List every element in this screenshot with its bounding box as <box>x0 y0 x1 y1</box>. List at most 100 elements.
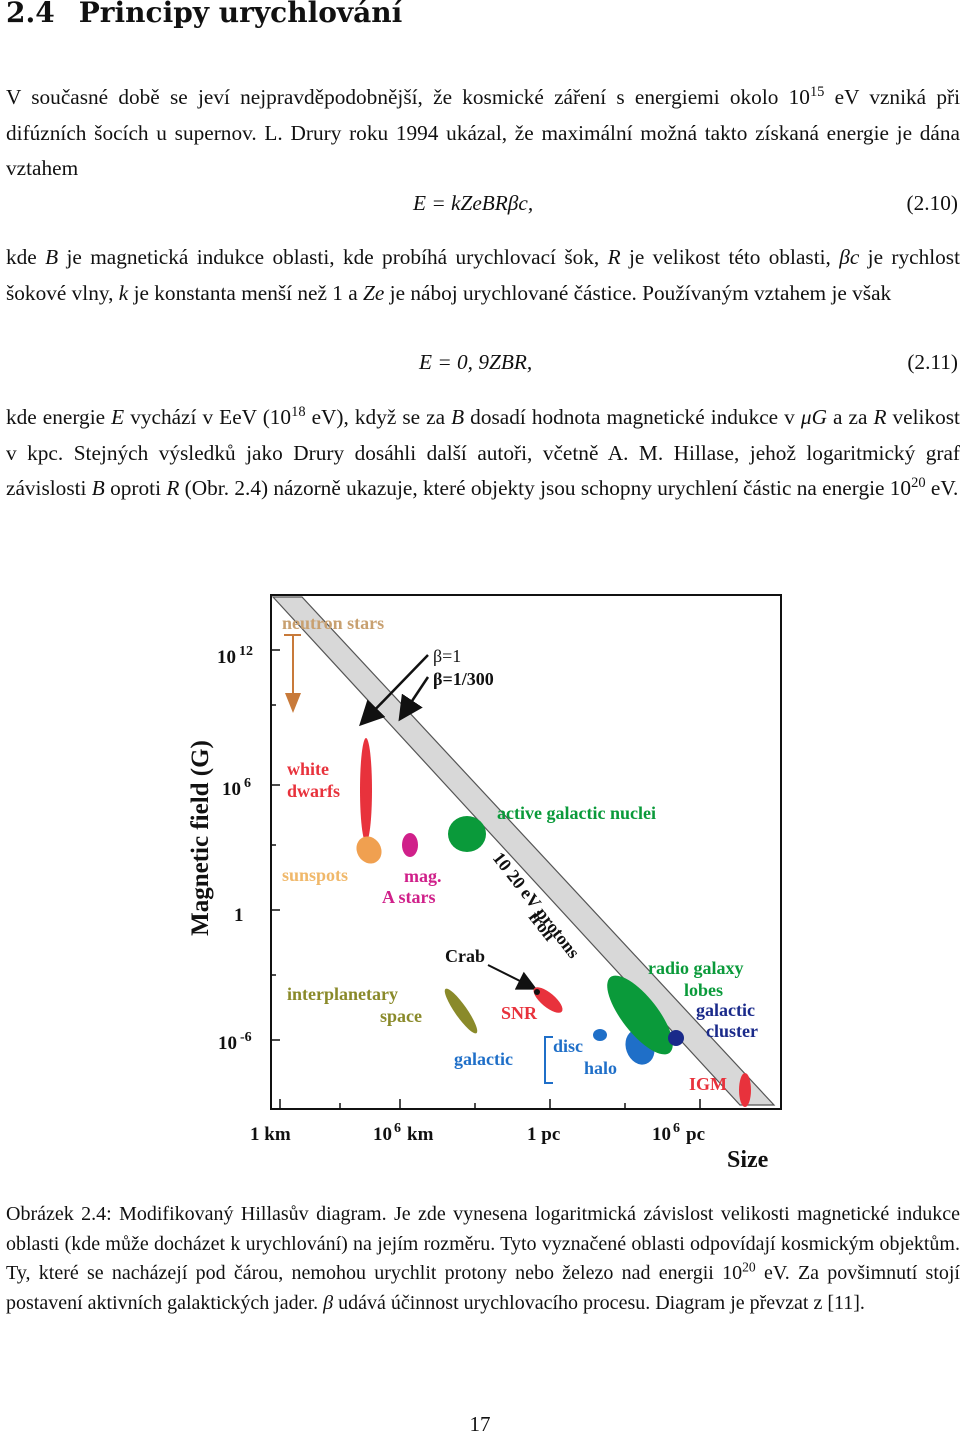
hillas-diagram: Magnetic field (G) 10 12 10 6 1 10 -6 1 km … <box>187 594 782 1173</box>
x-tick: 10 <box>652 1124 671 1145</box>
superscript: 20 <box>742 1259 756 1275</box>
math: B <box>45 245 59 269</box>
text: V současné době se jeví nejpravděpodobně… <box>6 85 810 109</box>
superscript: 18 <box>291 404 306 421</box>
page-number: 17 <box>469 1412 491 1436</box>
equation-number: (2.11) <box>907 350 958 374</box>
label-radio-galaxy: radio galaxy <box>648 958 744 978</box>
text: je magnetická indukce oblasti, kde probí… <box>58 245 608 269</box>
plot-area <box>270 594 782 1110</box>
neutron-stars-arrow-head <box>285 693 301 713</box>
math: R <box>607 245 621 269</box>
svg-text:10-6: 10 -6 <box>218 1030 252 1054</box>
math: k <box>118 280 129 305</box>
label-space: space <box>380 1006 422 1026</box>
y-tick: 10 <box>218 1033 237 1054</box>
agn-region <box>448 816 486 852</box>
y-tick-exp: 6 <box>244 776 251 791</box>
interplanetary-space-region <box>444 988 478 1034</box>
section-heading: 2.4 Principy urychlování <box>6 0 402 29</box>
x-tick: 1 km <box>250 1124 291 1145</box>
superscript: 15 <box>809 84 825 101</box>
section-number: 2.4 <box>6 0 55 29</box>
text: dosadí hodnota magnetické indukce v <box>464 405 801 429</box>
text: je náboj urychlované částice. Používaným… <box>384 280 892 305</box>
label-beta-1: β=1 <box>433 646 461 666</box>
label-beta-300: β=1/300 <box>433 669 494 689</box>
label-a-stars: A stars <box>382 887 436 907</box>
paragraph-1: V současné době se jeví nejpravděpodobně… <box>6 80 960 187</box>
label-disc: disc <box>553 1036 583 1056</box>
section-title: Principy urychlování <box>78 0 403 29</box>
text: eV. <box>925 476 959 500</box>
y-tick: 10 <box>217 647 236 668</box>
white-dwarfs-region <box>360 738 372 842</box>
text: je konstanta menší než 1 a <box>128 280 364 305</box>
x-tick-exp: 6 <box>394 1121 401 1136</box>
text: (Obr. 2.4) názorně ukazuje, které objekt… <box>179 476 912 500</box>
label-mag: mag. <box>404 866 442 886</box>
crab-point <box>534 989 540 995</box>
superscript: 20 <box>911 475 926 492</box>
equation-2-10: E = kZeBRβc, <box>413 191 533 216</box>
acceleration-band <box>271 596 776 1106</box>
label-snr: SNR <box>501 1003 538 1023</box>
math: B <box>91 476 105 500</box>
beta-300-arrow <box>398 676 430 722</box>
label-neutron-stars: neutron stars <box>282 613 384 633</box>
radio-galaxy-lobes-region <box>607 975 673 1055</box>
text: je velikost této oblasti, <box>620 245 840 269</box>
svg-text:106: 10 6 <box>222 776 251 800</box>
x-tick: 10 <box>373 1124 392 1145</box>
galactic-cluster-region <box>668 1030 684 1046</box>
crab-arrow <box>487 964 538 990</box>
snr-region <box>533 987 563 1013</box>
label-white: white <box>287 759 329 779</box>
y-tick: 10 <box>222 779 241 800</box>
math: βc <box>839 245 860 269</box>
beta-1-arrow <box>359 654 429 727</box>
text: a za <box>826 405 874 429</box>
formula: E = 0, 9ZBR, <box>419 350 533 374</box>
mag-a-stars-region <box>402 833 418 857</box>
tick-marks <box>271 649 701 1109</box>
text: oproti <box>104 476 167 500</box>
text: eV), když se za <box>305 405 452 429</box>
paragraph-2: kde B je magnetická indukce oblasti, kde… <box>6 240 960 311</box>
math: R <box>873 405 887 429</box>
x-tick: 1 pc <box>527 1124 560 1145</box>
label-igm: IGM <box>689 1074 727 1094</box>
text: je rychlost šokové vlny, <box>6 245 960 305</box>
text: eV vzniká při difúzních šocích u superno… <box>6 85 960 180</box>
igm-region <box>739 1073 751 1107</box>
svg-text:1: 1 <box>234 905 244 926</box>
y-axis-label: Magnetic field (G) <box>187 740 214 936</box>
y-tick: 1 <box>234 905 244 926</box>
label-galactic-cluster-1: galactic <box>696 1000 755 1020</box>
label-interplanetary: interplanetary <box>287 984 398 1004</box>
text: Obrázek 2.4: Modifikovaný Hillasův diagr… <box>6 1203 960 1285</box>
math: Ze <box>363 280 385 305</box>
sunspots-region <box>356 836 382 864</box>
label-dwarfs: dwarfs <box>287 781 340 801</box>
y-tick-exp: 12 <box>239 644 253 659</box>
x-axis-label: Size <box>727 1147 769 1173</box>
x-tick-exp: 6 <box>673 1121 680 1136</box>
label-crab: Crab <box>445 946 485 966</box>
label-agn: active galactic nuclei <box>497 803 656 823</box>
equation-2-11: E = 0, 9ZBR, <box>419 350 532 375</box>
disc-halo-bracket <box>544 1036 553 1084</box>
text: kde <box>6 245 46 269</box>
label-galactic: galactic <box>454 1049 513 1069</box>
x-tick-unit: km <box>407 1124 434 1145</box>
label-sunspots: sunspots <box>282 865 348 885</box>
figure-caption: Obrázek 2.4: Modifikovaný Hillasův diagr… <box>6 1200 960 1318</box>
label-lobes: lobes <box>684 980 723 1000</box>
galactic-disc-region <box>593 1029 607 1041</box>
paragraph-3: kde energie E vychází v EeV (1018 eV), k… <box>6 400 960 507</box>
text: velikost v kpc. Stejných výsledků jako D… <box>6 405 960 500</box>
math: β <box>323 1291 334 1314</box>
label-halo: halo <box>584 1058 617 1078</box>
